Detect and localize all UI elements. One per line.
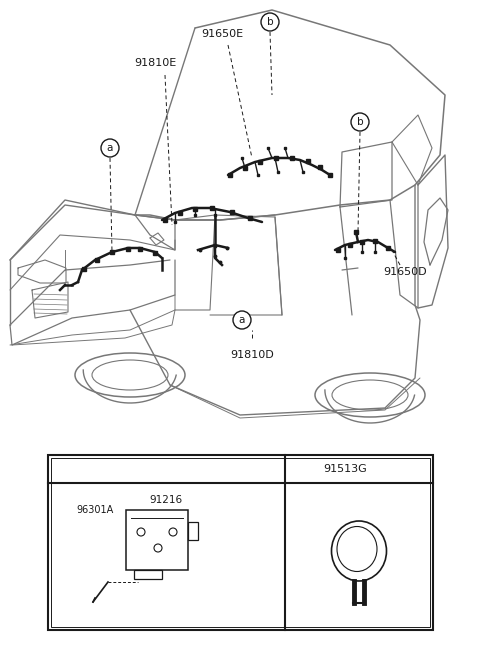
Circle shape	[59, 460, 77, 478]
Text: 91650E: 91650E	[201, 29, 243, 39]
Bar	[51, 458, 430, 627]
Ellipse shape	[332, 521, 386, 581]
Text: 91810E: 91810E	[134, 58, 176, 68]
Circle shape	[101, 139, 119, 157]
Text: b: b	[267, 17, 273, 27]
Text: a: a	[65, 464, 71, 474]
Ellipse shape	[337, 526, 377, 572]
Text: 91650D: 91650D	[383, 267, 427, 277]
Bar	[126, 510, 188, 570]
Text: b: b	[357, 117, 363, 127]
Bar	[134, 570, 162, 579]
Text: a: a	[239, 315, 245, 325]
Text: 91216: 91216	[149, 495, 182, 505]
Bar	[48, 455, 433, 630]
Text: 96301A: 96301A	[76, 505, 114, 515]
Text: a: a	[107, 143, 113, 153]
Circle shape	[351, 113, 369, 131]
Text: b: b	[296, 464, 302, 474]
Bar	[188, 522, 198, 540]
Circle shape	[261, 13, 279, 31]
Text: 91513G: 91513G	[323, 464, 367, 474]
Circle shape	[233, 311, 251, 329]
Text: 91810D: 91810D	[230, 350, 274, 360]
Circle shape	[290, 460, 308, 478]
